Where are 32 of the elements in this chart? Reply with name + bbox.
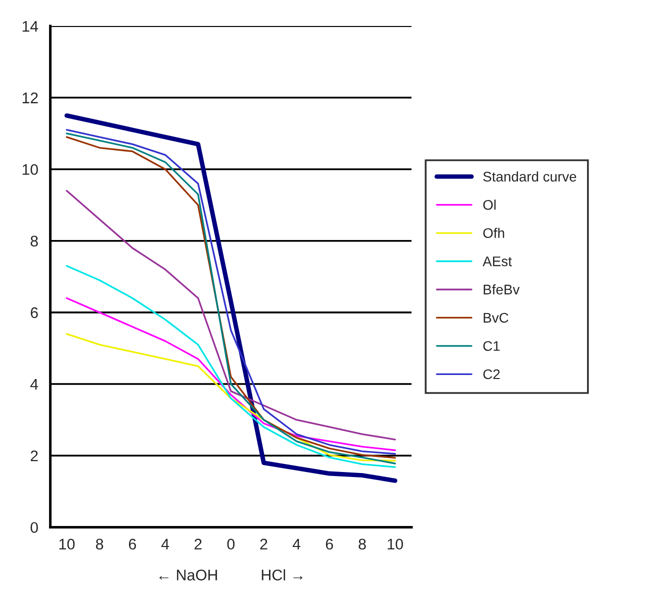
line-series — [66, 265, 396, 468]
x-tick-label: 4 — [161, 538, 170, 550]
y-tick-label: 6 — [30, 307, 38, 318]
x-tick-label: 2 — [194, 538, 202, 550]
x-tick-label: 10 — [59, 538, 75, 550]
legend-label: BfeBv — [484, 284, 520, 294]
x-tick-label: 10 — [388, 538, 403, 550]
legend-label: AEst — [482, 256, 512, 266]
y-tick-label: 14 — [22, 21, 38, 32]
y-tick-label: 0 — [30, 522, 38, 533]
y-tick-label: 4 — [30, 379, 38, 390]
y-tick-label: 12 — [22, 92, 38, 104]
y-tick-label: 8 — [30, 236, 38, 247]
x-tick-label: 2 — [260, 538, 268, 550]
legend-label: Ofh — [483, 228, 504, 238]
line-series — [66, 297, 396, 452]
x-tick-label: 8 — [358, 538, 366, 550]
y-tick-label: 2 — [30, 450, 38, 462]
legend-label: Ol — [483, 200, 496, 210]
x-tick-label: 6 — [326, 538, 333, 550]
legend-label: Standard curve — [483, 171, 576, 182]
legend-label: BvC — [484, 312, 508, 323]
legend-label: C2 — [483, 369, 500, 380]
line-series — [66, 333, 396, 462]
legend-label: C1 — [483, 341, 500, 351]
x-tick-label: 0 — [227, 538, 235, 550]
x-axis-title: ← NaOH HCl → — [159, 569, 302, 580]
x-tick-label: 4 — [292, 538, 300, 550]
line-series — [66, 190, 396, 440]
x-tick-label: 6 — [128, 538, 136, 550]
x-tick-label: 8 — [96, 538, 104, 550]
y-tick-label: 10 — [22, 164, 38, 175]
